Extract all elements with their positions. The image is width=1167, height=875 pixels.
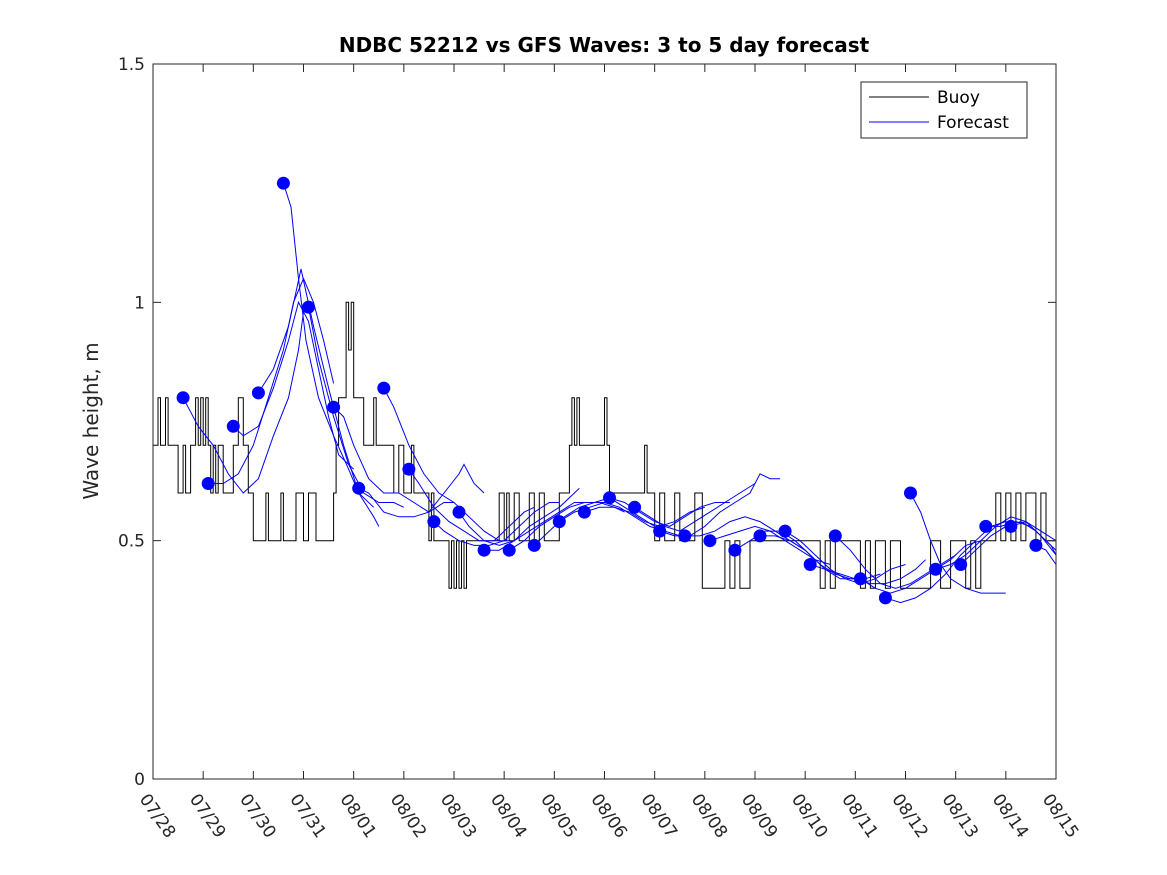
forecast-marker-12 bbox=[452, 505, 466, 519]
forecast-marker-13 bbox=[477, 543, 491, 557]
forecast-marker-21 bbox=[678, 529, 692, 543]
forecast-marker-27 bbox=[828, 529, 842, 543]
forecast-run-line-1 bbox=[182, 311, 304, 494]
forecast-marker-8 bbox=[352, 481, 366, 495]
forecast-run-line-14 bbox=[508, 502, 625, 551]
forecast-marker-22 bbox=[703, 534, 717, 548]
forecast-run-line-34 bbox=[1010, 521, 1057, 556]
legend-buoy-label: Buoy bbox=[937, 88, 980, 108]
forecast-marker-19 bbox=[628, 500, 642, 514]
forecast-marker-20 bbox=[653, 524, 667, 538]
forecast-run-line-19 bbox=[634, 483, 756, 532]
forecast-marker-6 bbox=[302, 300, 315, 314]
forecast-marker-14 bbox=[502, 543, 516, 557]
forecast-marker-4 bbox=[251, 386, 265, 400]
forecast-run-line-2 bbox=[208, 277, 335, 484]
forecast-marker-24 bbox=[753, 529, 767, 543]
y-tick-label-2: 1 bbox=[134, 293, 145, 313]
forecast-run-line-17 bbox=[584, 506, 705, 527]
forecast-marker-17 bbox=[577, 505, 591, 519]
forecast-run-line-11 bbox=[433, 502, 560, 546]
forecast-run-line-6 bbox=[308, 307, 405, 508]
forecast-marker-11 bbox=[427, 515, 441, 529]
forecast-marker-33 bbox=[979, 519, 993, 533]
legend: Buoy Forecast bbox=[860, 81, 1028, 139]
forecast-marker-29 bbox=[878, 591, 892, 605]
forecast-marker-3 bbox=[226, 419, 240, 433]
forecast-marker-26 bbox=[803, 558, 817, 571]
forecast-marker-18 bbox=[603, 491, 616, 505]
legend-forecast-label: Forecast bbox=[937, 113, 1009, 133]
y-tick-label-3: 1.5 bbox=[118, 55, 145, 75]
forecast-run-line-12 bbox=[458, 487, 580, 546]
forecast-marker-23 bbox=[728, 543, 742, 557]
forecast-marker-2 bbox=[201, 477, 215, 490]
forecast-marker-28 bbox=[853, 572, 867, 586]
y-tick-label-0: 0 bbox=[134, 770, 145, 790]
y-axis-ticks: 0 0.5 1 1.5 bbox=[118, 55, 1056, 790]
y-tick-label-1: 0.5 bbox=[118, 532, 145, 552]
forecast-run-line-10 bbox=[408, 468, 535, 542]
buoy-series-line bbox=[153, 301, 1056, 589]
forecast-marker-5 bbox=[276, 176, 290, 190]
forecast-marker-15 bbox=[527, 538, 541, 552]
y-axis-label: Wave height, m bbox=[79, 342, 103, 499]
legend-box bbox=[860, 81, 1028, 139]
forecast-marker-7 bbox=[327, 400, 341, 414]
forecast-marker-35 bbox=[1029, 538, 1043, 552]
forecast-marker-31 bbox=[929, 562, 943, 576]
forecast-marker-1 bbox=[176, 391, 190, 405]
forecast-run-line-3 bbox=[232, 300, 355, 470]
forecast-marker-30 bbox=[904, 486, 917, 500]
forecast-run-line-7 bbox=[333, 406, 454, 513]
chart-title: NDBC 52212 vs GFS Waves: 3 to 5 day fore… bbox=[339, 33, 870, 57]
forecast-marker-9 bbox=[377, 381, 391, 395]
forecast-run-line-25 bbox=[784, 530, 906, 585]
forecast-marker-10 bbox=[402, 462, 416, 476]
forecast-run-line-8 bbox=[358, 463, 485, 518]
forecast-marker-layer bbox=[176, 176, 1043, 605]
forecast-run-line-9 bbox=[383, 387, 510, 542]
forecast-marker-16 bbox=[552, 515, 566, 529]
forecast-run-line-26 bbox=[810, 559, 926, 585]
buoy-series-layer bbox=[153, 301, 1056, 589]
forecast-marker-32 bbox=[954, 558, 968, 571]
forecast-run-line-30 bbox=[910, 492, 1006, 594]
forecast-marker-25 bbox=[778, 524, 792, 538]
forecast-run-line-4 bbox=[257, 268, 380, 527]
forecast-run-line-33 bbox=[985, 521, 1057, 551]
forecast-marker-34 bbox=[1004, 519, 1018, 533]
forecast-run-line-28 bbox=[860, 540, 981, 594]
